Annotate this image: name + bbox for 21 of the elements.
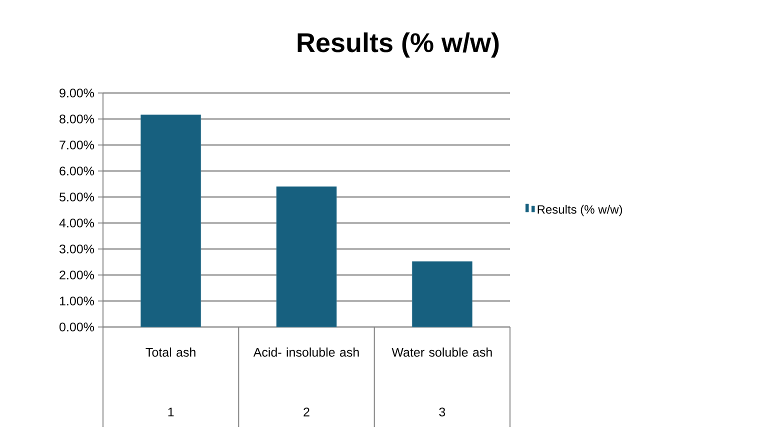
- x-tick-label: Acid- insoluble ash: [253, 348, 359, 357]
- legend-label: Results (% w/w): [538, 204, 622, 216]
- y-tick-label: 9.00%: [60, 88, 94, 98]
- y-tick-label: 6.00%: [60, 166, 94, 176]
- y-tick-label: 5.00%: [60, 192, 94, 202]
- text: 1: [168, 408, 174, 416]
- text: 3: [439, 408, 446, 416]
- y-tick-label: 4.00%: [59, 218, 94, 228]
- y-tick-label: 1.00%: [60, 296, 94, 306]
- y-tick-label: 7.00%: [60, 140, 94, 150]
- bar: [412, 261, 472, 328]
- bar: [140, 114, 202, 328]
- chart-title: Results (% w/w): [298, 32, 499, 58]
- y-tick-label: 2.00%: [60, 270, 94, 280]
- x-tick-label: Total ash: [146, 348, 196, 357]
- y-tick-label: 0.00%: [60, 322, 94, 332]
- x-tick-label: Water soluble ash: [392, 348, 492, 357]
- y-tick-label: 3.00%: [59, 244, 94, 254]
- y-tick-label: 8.00%: [60, 114, 94, 124]
- bar: [276, 186, 337, 328]
- text: 2: [304, 408, 310, 416]
